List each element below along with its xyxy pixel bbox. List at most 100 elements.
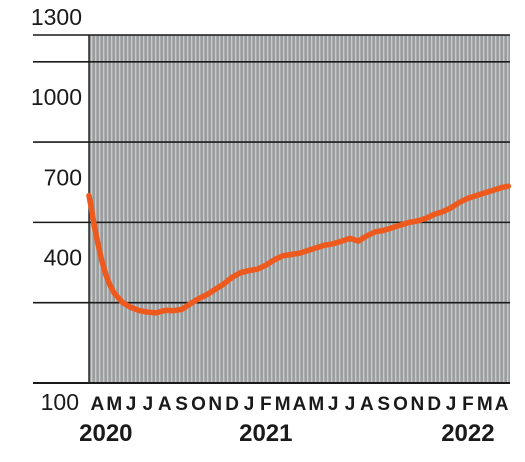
stripe bbox=[291, 35, 293, 383]
stripe bbox=[499, 35, 501, 383]
gridlines bbox=[33, 34, 510, 384]
stripe bbox=[431, 35, 433, 383]
stripe bbox=[115, 35, 117, 383]
x-tick-label: S bbox=[377, 394, 390, 415]
x-tick-label: J bbox=[345, 394, 356, 415]
x-tick-label: J bbox=[446, 394, 457, 415]
x-tick-label: M bbox=[308, 394, 324, 415]
x-tick-label: A bbox=[360, 394, 374, 415]
x-tick-label: M bbox=[106, 394, 122, 415]
stripe bbox=[459, 35, 461, 383]
stripe bbox=[139, 35, 141, 383]
stripe bbox=[371, 35, 373, 383]
stripe bbox=[287, 35, 289, 383]
stripe bbox=[471, 35, 473, 383]
stripe bbox=[231, 35, 233, 383]
x-tick-label: J bbox=[244, 394, 255, 415]
stripe bbox=[143, 35, 145, 383]
stripe bbox=[387, 35, 389, 383]
year-label: 2021 bbox=[239, 420, 292, 447]
year-label: 2020 bbox=[79, 420, 132, 447]
stripe bbox=[475, 35, 477, 383]
stripe bbox=[159, 35, 161, 383]
stripe bbox=[507, 35, 509, 383]
stripe bbox=[263, 35, 265, 383]
stripe bbox=[151, 35, 153, 383]
stripe bbox=[171, 35, 173, 383]
stripe bbox=[463, 35, 465, 383]
stripe bbox=[415, 35, 417, 383]
stripe bbox=[267, 35, 269, 383]
x-tick-label: N bbox=[411, 394, 425, 415]
x-tick-label: M bbox=[477, 394, 493, 415]
stripe bbox=[191, 35, 193, 383]
stripe bbox=[179, 35, 181, 383]
y-tick-label: 700 bbox=[44, 164, 82, 190]
stripe bbox=[207, 35, 209, 383]
x-tick-label: A bbox=[495, 394, 509, 415]
stripe bbox=[183, 35, 185, 383]
stripe bbox=[355, 35, 357, 383]
stripe bbox=[187, 35, 189, 383]
stripe bbox=[99, 35, 101, 383]
stripe bbox=[435, 35, 437, 383]
stripe bbox=[259, 35, 261, 383]
stripe bbox=[491, 35, 493, 383]
stripe bbox=[219, 35, 221, 383]
stripe bbox=[339, 35, 341, 383]
stripe bbox=[311, 35, 313, 383]
stripe bbox=[163, 35, 165, 383]
stripe bbox=[223, 35, 225, 383]
stripe bbox=[323, 35, 325, 383]
stripe bbox=[175, 35, 177, 383]
stripe bbox=[367, 35, 369, 383]
stripe bbox=[375, 35, 377, 383]
x-tick-label: F bbox=[260, 394, 272, 415]
stripe bbox=[195, 35, 197, 383]
stripe bbox=[307, 35, 309, 383]
y-tick-label: 100 bbox=[41, 389, 79, 415]
stripe bbox=[495, 35, 497, 383]
stripe bbox=[439, 35, 441, 383]
x-tick-label: O bbox=[191, 394, 206, 415]
x-tick-label: N bbox=[208, 394, 222, 415]
stripe bbox=[111, 35, 113, 383]
year-label: 2022 bbox=[441, 420, 494, 447]
stripe bbox=[411, 35, 413, 383]
stripe bbox=[275, 35, 277, 383]
plot-area bbox=[89, 35, 510, 383]
stripe bbox=[103, 35, 105, 383]
x-tick-label: M bbox=[275, 394, 291, 415]
stripe bbox=[407, 35, 409, 383]
stripe bbox=[95, 35, 97, 383]
y-axis: 100 400 700 1000 1300 bbox=[31, 4, 82, 415]
stripe bbox=[227, 35, 229, 383]
stripe bbox=[303, 35, 305, 383]
stripe bbox=[271, 35, 273, 383]
stripe bbox=[315, 35, 317, 383]
stripe bbox=[243, 35, 245, 383]
x-tick-label: J bbox=[126, 394, 137, 415]
stripe bbox=[363, 35, 365, 383]
stripe bbox=[395, 35, 397, 383]
stripe bbox=[347, 35, 349, 383]
stripe bbox=[343, 35, 345, 383]
stripe bbox=[279, 35, 281, 383]
stripe bbox=[479, 35, 481, 383]
stripe bbox=[383, 35, 385, 383]
x-tick-label: J bbox=[328, 394, 339, 415]
stripe bbox=[255, 35, 257, 383]
x-tick-label: A bbox=[293, 394, 307, 415]
stripe bbox=[503, 35, 505, 383]
vertical-stripes bbox=[91, 35, 509, 383]
stripe bbox=[419, 35, 421, 383]
x-tick-label: D bbox=[427, 394, 441, 415]
stripe bbox=[399, 35, 401, 383]
x-tick-label: F bbox=[462, 394, 474, 415]
stripe bbox=[167, 35, 169, 383]
stripe bbox=[359, 35, 361, 383]
x-tick-label: O bbox=[393, 394, 408, 415]
stripe bbox=[427, 35, 429, 383]
